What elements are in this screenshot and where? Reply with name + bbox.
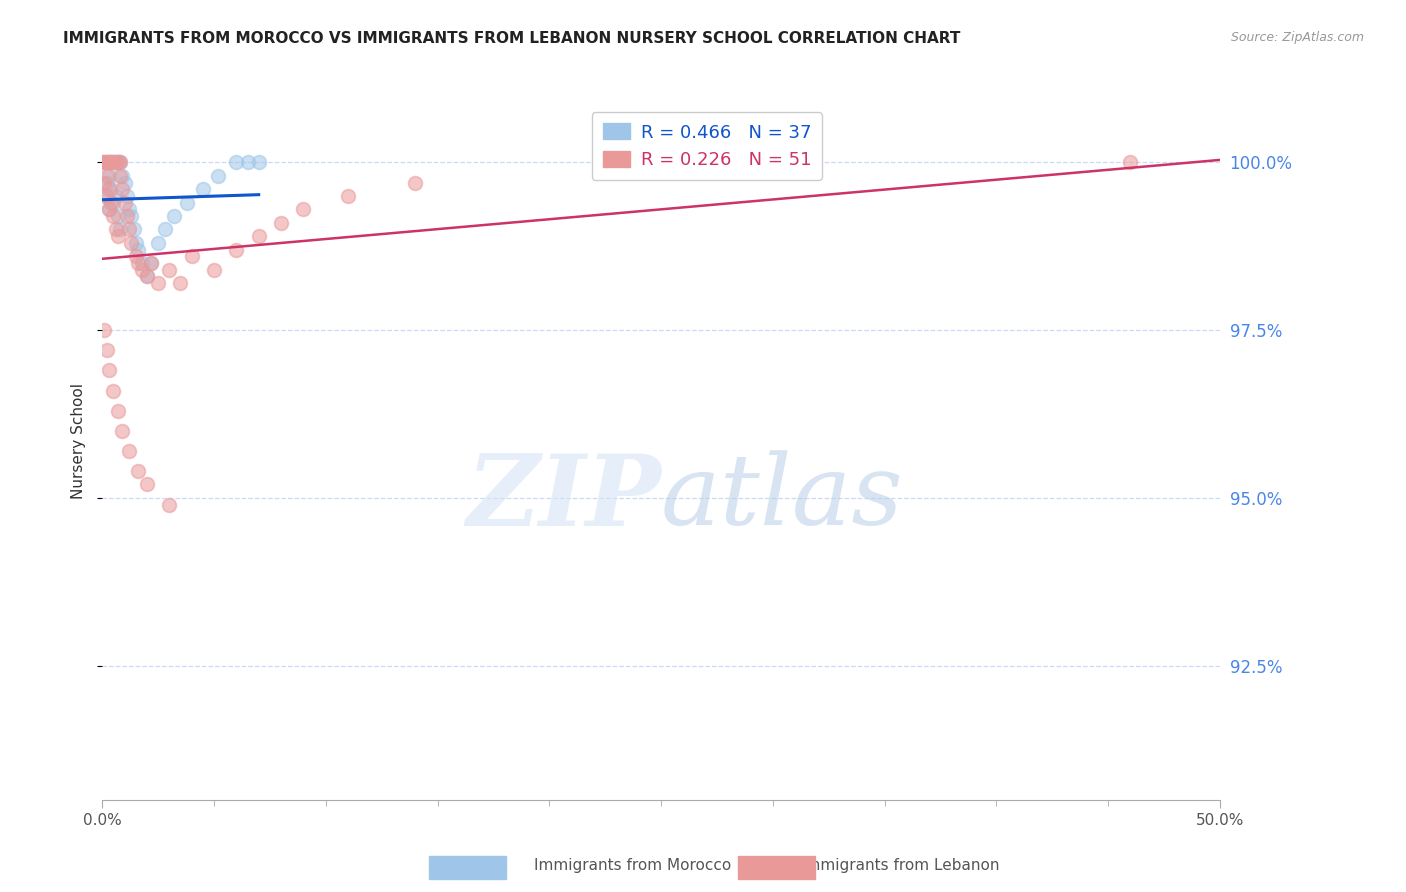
- Point: [103, 195, 125, 210]
- Point: [120, 235, 142, 250]
- Point: [125, 235, 148, 250]
- Point: [100, 155, 122, 169]
- Point: [100, 155, 122, 169]
- Point: [107, 155, 129, 169]
- Point: [225, 155, 247, 169]
- Point: [93, 155, 115, 169]
- Point: [111, 424, 134, 438]
- Point: [111, 182, 134, 196]
- Point: [118, 443, 141, 458]
- Point: [247, 229, 270, 244]
- Point: [225, 243, 247, 257]
- Point: [169, 276, 191, 290]
- Legend: R = 0.466   N = 37, R = 0.226   N = 51: R = 0.466 N = 37, R = 0.226 N = 51: [592, 112, 823, 179]
- Point: [97, 363, 120, 377]
- Point: [103, 209, 125, 223]
- Point: [91, 155, 114, 169]
- Point: [141, 256, 163, 270]
- Point: [135, 269, 157, 284]
- Text: Immigrants from Lebanon: Immigrants from Lebanon: [801, 858, 1000, 872]
- Point: [127, 243, 149, 257]
- Point: [103, 155, 125, 169]
- Point: [108, 222, 131, 236]
- Point: [107, 155, 129, 169]
- Point: [131, 262, 153, 277]
- Point: [93, 189, 115, 203]
- Point: [97, 202, 120, 217]
- Point: [127, 464, 149, 478]
- Point: [97, 155, 120, 169]
- Point: [118, 222, 141, 236]
- Point: [115, 189, 138, 203]
- Point: [108, 169, 131, 183]
- Point: [97, 202, 120, 217]
- Point: [96, 155, 118, 169]
- Point: [157, 498, 180, 512]
- Point: [122, 222, 145, 236]
- Point: [115, 209, 138, 223]
- Point: [118, 202, 141, 217]
- Point: [141, 256, 163, 270]
- Point: [131, 256, 153, 270]
- Text: atlas: atlas: [661, 450, 904, 546]
- Y-axis label: Nursery School: Nursery School: [72, 383, 86, 499]
- Point: [146, 276, 169, 290]
- Point: [96, 155, 118, 169]
- Point: [97, 155, 120, 169]
- Point: [107, 229, 129, 244]
- Point: [108, 155, 131, 169]
- Point: [135, 477, 157, 491]
- Point: [108, 155, 131, 169]
- Point: [1119, 155, 1142, 169]
- Point: [176, 195, 198, 210]
- Point: [202, 262, 225, 277]
- Point: [114, 176, 136, 190]
- Text: ZIP: ZIP: [465, 450, 661, 547]
- Point: [96, 176, 118, 190]
- Point: [270, 216, 292, 230]
- Point: [107, 209, 129, 223]
- Point: [125, 249, 148, 263]
- Point: [163, 209, 186, 223]
- Point: [292, 202, 315, 217]
- Point: [120, 209, 142, 223]
- Text: Immigrants from Morocco: Immigrants from Morocco: [534, 858, 731, 872]
- Point: [93, 155, 115, 169]
- Point: [404, 176, 426, 190]
- Text: IMMIGRANTS FROM MOROCCO VS IMMIGRANTS FROM LEBANON NURSERY SCHOOL CORRELATION CH: IMMIGRANTS FROM MOROCCO VS IMMIGRANTS FR…: [63, 31, 960, 46]
- Point: [135, 269, 157, 284]
- Point: [107, 403, 129, 417]
- Point: [337, 189, 360, 203]
- Point: [247, 155, 270, 169]
- Point: [180, 249, 202, 263]
- Point: [153, 222, 176, 236]
- Point: [93, 323, 115, 337]
- Point: [96, 189, 118, 203]
- Point: [93, 176, 115, 190]
- Point: [104, 155, 127, 169]
- Point: [100, 182, 122, 196]
- Point: [157, 262, 180, 277]
- Point: [191, 182, 214, 196]
- Point: [96, 169, 118, 183]
- Point: [104, 222, 127, 236]
- Point: [236, 155, 259, 169]
- Point: [100, 195, 122, 210]
- Point: [114, 195, 136, 210]
- Point: [96, 343, 118, 358]
- Point: [97, 169, 120, 183]
- Point: [103, 384, 125, 398]
- Point: [127, 256, 149, 270]
- Point: [103, 155, 125, 169]
- Text: Source: ZipAtlas.com: Source: ZipAtlas.com: [1230, 31, 1364, 45]
- Point: [97, 182, 120, 196]
- Point: [207, 169, 229, 183]
- Point: [111, 169, 134, 183]
- Point: [104, 155, 127, 169]
- Point: [146, 235, 169, 250]
- Point: [104, 189, 127, 203]
